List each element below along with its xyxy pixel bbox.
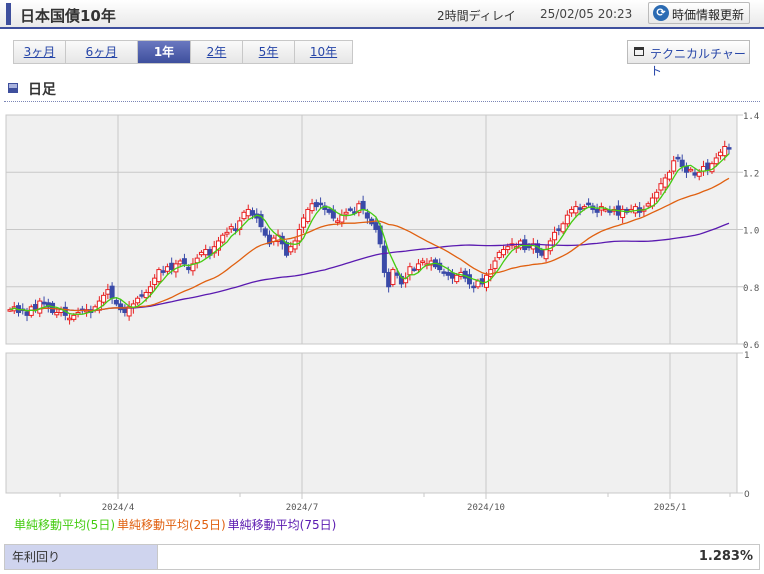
period-tabs: 3ヶ月 6ヶ月 1年 2年 5年 10年: [13, 40, 353, 64]
tab-6m[interactable]: 6ヶ月: [66, 41, 138, 63]
refresh-button-label: 時価情報更新: [672, 8, 745, 22]
tab-2y[interactable]: 2年: [191, 41, 243, 63]
technical-chart-button[interactable]: テクニカルチャート: [627, 40, 750, 78]
svg-text:1.2: 1.2: [743, 169, 759, 179]
window-icon: [634, 47, 644, 56]
section-title: 日足: [28, 82, 56, 98]
tab-5y[interactable]: 5年: [243, 41, 295, 63]
svg-text:2024/10: 2024/10: [467, 503, 505, 513]
price-chart: 1.4 1.2 1.0 0.8 0.6 2024/4 2024/7 2024/10 2025/1…: [5, 112, 759, 513]
legend-ma25: 単純移動平均(25日): [117, 518, 226, 532]
header-accent-bar: [6, 3, 11, 25]
timestamp: 25/02/05 20:23: [540, 7, 633, 21]
header-bar: 日本国債10年 2時間ディレイ 25/02/05 20:23 ⟳ 時価情報更新: [0, 0, 764, 29]
tab-3m[interactable]: 3ヶ月: [14, 41, 66, 63]
yield-row: 年利回り 1.283%: [4, 544, 760, 570]
section-divider: [4, 101, 760, 102]
square-bullet-icon: [8, 83, 18, 93]
yield-label: 年利回り: [5, 545, 158, 569]
yield-value: 1.283%: [698, 549, 753, 564]
svg-text:2025/1: 2025/1: [654, 503, 687, 513]
svg-text:2024/7: 2024/7: [286, 503, 319, 513]
svg-text:0: 0: [744, 490, 750, 500]
svg-text:0.8: 0.8: [743, 284, 759, 294]
svg-text:0.6: 0.6: [743, 341, 759, 351]
svg-text:2024/4: 2024/4: [102, 503, 135, 513]
delay-label: 2時間ディレイ: [437, 9, 516, 23]
svg-text:1: 1: [744, 351, 750, 361]
refresh-price-button[interactable]: ⟳ 時価情報更新: [648, 2, 750, 24]
svg-text:1.0: 1.0: [743, 227, 759, 237]
refresh-icon: ⟳: [653, 5, 669, 21]
chart-legend: 単純移動平均(5日) 単純移動平均(25日) 単純移動平均(75日): [14, 516, 338, 533]
legend-ma5: 単純移動平均(5日): [14, 518, 115, 532]
tab-1y[interactable]: 1年: [138, 41, 191, 63]
svg-text:1.4: 1.4: [743, 112, 759, 122]
tab-10y[interactable]: 10年: [295, 41, 352, 63]
technical-chart-label: テクニカルチャート: [650, 47, 746, 78]
legend-ma75: 単純移動平均(75日): [227, 518, 337, 532]
page-title: 日本国債10年: [20, 7, 116, 25]
